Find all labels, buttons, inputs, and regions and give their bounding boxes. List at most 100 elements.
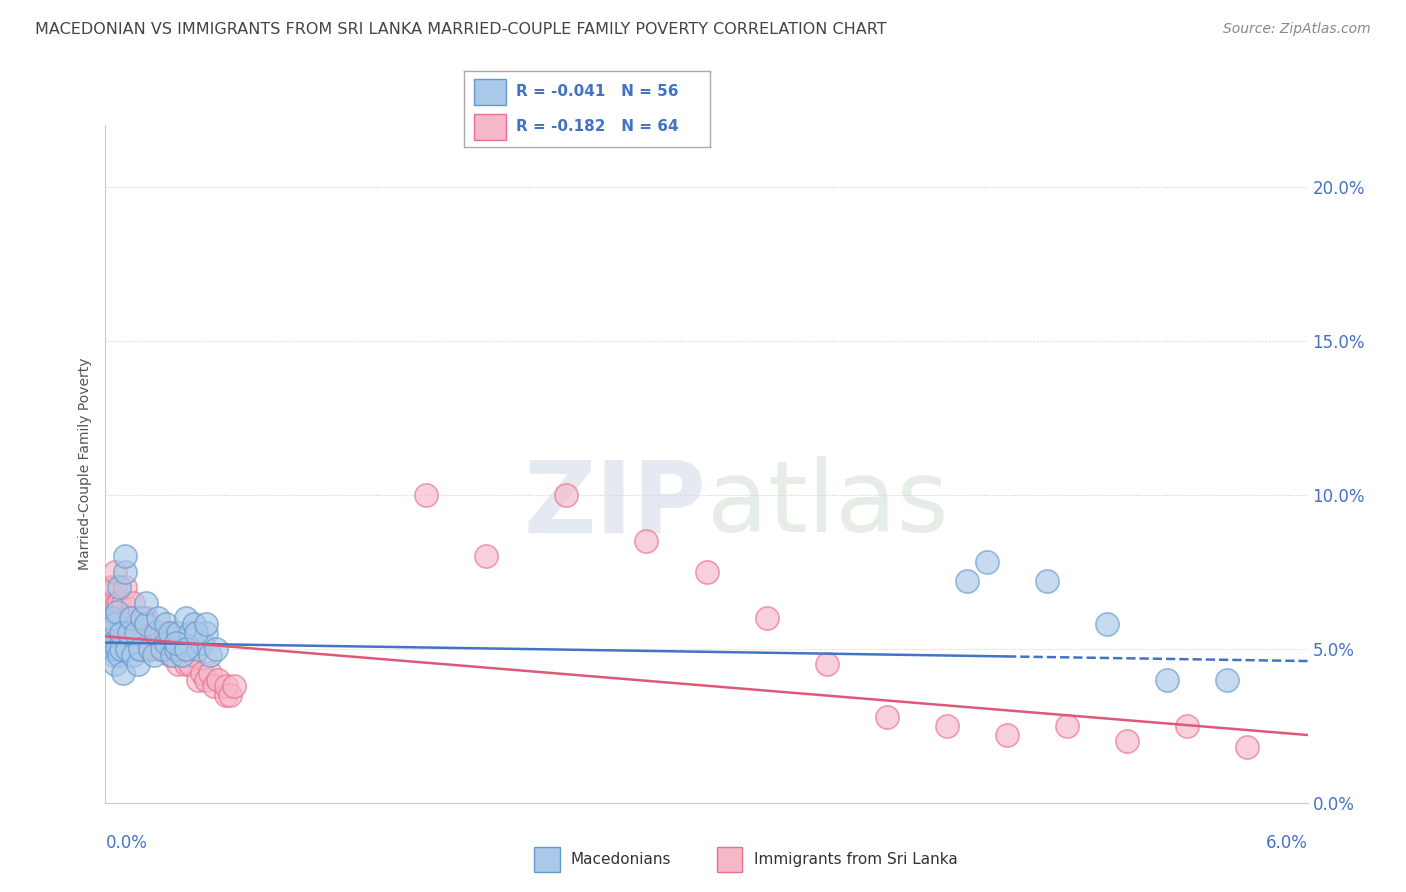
Point <box>117 611 139 625</box>
Point <box>142 648 165 662</box>
Point <box>222 679 245 693</box>
Text: atlas: atlas <box>707 456 948 553</box>
Point <box>110 626 132 640</box>
Point <box>183 617 205 632</box>
Point <box>112 666 135 681</box>
Point <box>636 533 658 548</box>
Point <box>107 641 129 656</box>
Point <box>110 611 132 625</box>
Point <box>162 641 184 656</box>
Point <box>1036 574 1059 588</box>
Point <box>96 626 118 640</box>
Point <box>170 648 193 662</box>
Text: R = -0.041   N = 56: R = -0.041 N = 56 <box>516 85 678 99</box>
Point <box>138 641 160 656</box>
Point <box>1236 740 1258 755</box>
Point <box>100 580 122 594</box>
Text: Source: ZipAtlas.com: Source: ZipAtlas.com <box>1223 22 1371 37</box>
Point <box>165 635 187 649</box>
Point <box>179 626 201 640</box>
Point <box>103 611 125 625</box>
Point <box>1056 719 1078 733</box>
Point <box>131 611 153 625</box>
Point <box>174 657 197 672</box>
Point <box>146 641 169 656</box>
Point <box>108 595 131 609</box>
Text: Immigrants from Sri Lanka: Immigrants from Sri Lanka <box>754 853 957 867</box>
Point <box>114 565 136 579</box>
Point <box>174 641 197 656</box>
Point <box>155 641 177 656</box>
Bar <box>474 79 506 104</box>
Point <box>135 626 157 640</box>
Point <box>131 611 153 625</box>
Point <box>142 626 165 640</box>
Point <box>110 641 132 656</box>
Point <box>121 611 143 625</box>
Point <box>555 488 578 502</box>
Point <box>155 635 177 649</box>
Point <box>876 709 898 723</box>
Point <box>194 673 217 687</box>
Point <box>124 626 146 640</box>
Point <box>198 666 221 681</box>
Text: R = -0.182   N = 64: R = -0.182 N = 64 <box>516 120 678 134</box>
Point <box>118 626 141 640</box>
Point <box>103 595 125 609</box>
Point <box>475 549 498 564</box>
Point <box>107 595 129 609</box>
Point <box>135 611 157 625</box>
Point <box>174 641 197 656</box>
Point <box>160 648 183 662</box>
Point <box>107 605 129 619</box>
Point <box>100 611 122 625</box>
Point <box>138 641 160 656</box>
Point <box>108 580 131 594</box>
Point <box>98 626 121 640</box>
Point <box>1216 673 1239 687</box>
Point <box>135 595 157 609</box>
Point <box>104 657 127 672</box>
Point <box>117 641 139 656</box>
Point <box>98 595 121 609</box>
Point <box>207 673 229 687</box>
Point <box>127 657 149 672</box>
Point <box>146 611 169 625</box>
Point <box>198 648 221 662</box>
Point <box>128 641 150 656</box>
Point <box>155 626 177 640</box>
Point <box>976 556 998 570</box>
Point <box>956 574 979 588</box>
Point <box>995 728 1018 742</box>
Point <box>184 626 207 640</box>
Point <box>114 549 136 564</box>
Point <box>127 626 149 640</box>
Point <box>108 648 131 662</box>
Point <box>187 673 209 687</box>
Point <box>100 641 122 656</box>
Point <box>170 648 193 662</box>
Point <box>190 635 212 649</box>
Point <box>190 666 212 681</box>
Point <box>104 580 127 594</box>
Point <box>936 719 959 733</box>
Point <box>103 635 125 649</box>
Point <box>103 648 125 662</box>
Point <box>179 657 201 672</box>
Point <box>98 611 121 625</box>
Point <box>122 648 145 662</box>
Point <box>202 679 225 693</box>
Point <box>112 595 135 609</box>
Text: 0.0%: 0.0% <box>105 834 148 852</box>
Point <box>166 657 188 672</box>
Point <box>150 641 173 656</box>
Point <box>187 641 209 656</box>
Point <box>114 626 136 640</box>
Point <box>155 617 177 632</box>
Point <box>159 626 181 640</box>
Point <box>1156 673 1178 687</box>
Point <box>124 641 146 656</box>
Point <box>108 626 131 640</box>
Point <box>1097 617 1119 632</box>
Point <box>174 611 197 625</box>
